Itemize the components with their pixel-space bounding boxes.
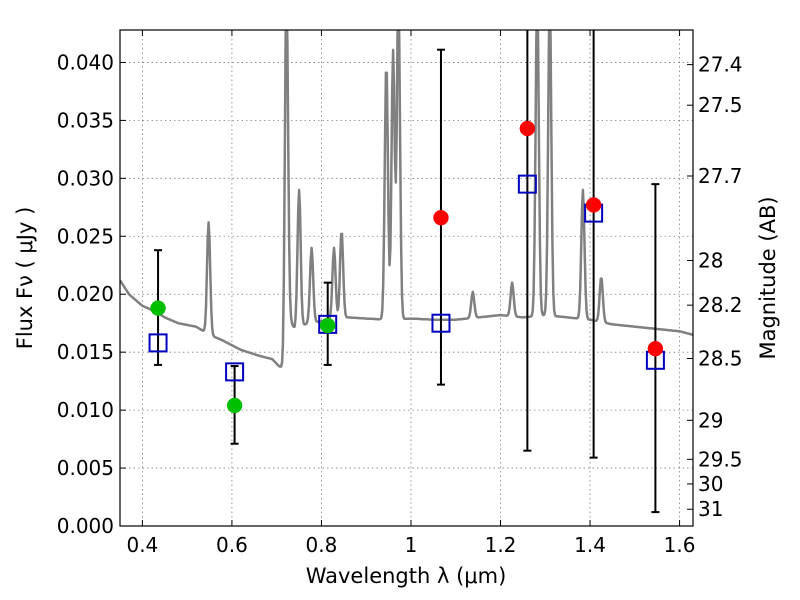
y2-tick-label: 27.4	[698, 53, 743, 77]
y2-tick-label: 28	[698, 249, 723, 273]
model-spectrum-line	[120, 30, 693, 368]
y2-tick-label: 27.7	[698, 164, 743, 188]
x-tick-label: 0.6	[216, 533, 248, 557]
model-flux-square	[517, 174, 537, 194]
x-axis-title: Wavelength λ (μm)	[306, 564, 507, 588]
y-tick-label: 0.040	[57, 50, 114, 74]
y2-tick-label: 31	[698, 497, 723, 521]
spectrum-layer	[120, 30, 693, 368]
red-flux-point	[647, 340, 664, 357]
red-flux-point	[585, 197, 602, 213]
y-tick-label: 0.005	[57, 456, 114, 480]
x-tick-label: 1	[405, 533, 418, 557]
y2-tick-label: 29	[698, 408, 723, 432]
red-flux-point	[519, 120, 536, 137]
detection-point	[150, 300, 166, 316]
y2-tick-label: 30	[698, 472, 723, 496]
marker-layer	[148, 120, 665, 414]
y-tick-label: 0.020	[57, 282, 114, 306]
y2-tick-label: 28.2	[698, 293, 743, 317]
tick-marks	[120, 30, 693, 527]
y2-axis-title: Magnitude (AB)	[756, 196, 780, 359]
y2-tick-label: 28.5	[698, 346, 743, 370]
y-tick-label: 0.035	[57, 108, 114, 132]
plot-frame	[119, 29, 694, 527]
x-tick-label: 1.6	[664, 533, 696, 557]
x-tick-label: 0.8	[306, 533, 338, 557]
y-tick-label: 0.030	[57, 166, 114, 190]
y-tick-label: 0.000	[57, 514, 114, 538]
y-tick-label: 0.010	[57, 398, 114, 422]
detection-point	[319, 317, 336, 334]
x-tick-label: 0.4	[126, 533, 158, 557]
red-flux-point	[433, 209, 449, 226]
detection-point	[226, 397, 243, 414]
x-tick-labels: 0.4 0.6 0.8 1 1.2 1.4 1.6	[126, 533, 695, 557]
y-axis-title: Flux Fν ( μJy )	[13, 207, 37, 350]
x-tick-label: 1.2	[485, 533, 517, 557]
x-tick-label: 1.4	[574, 533, 606, 557]
y-tick-label: 0.015	[57, 340, 114, 364]
y2-tick-label: 27.5	[698, 93, 743, 117]
y2-tick-label: 29.5	[698, 447, 743, 471]
model-flux-square	[225, 362, 245, 382]
y-tick-label: 0.025	[57, 224, 114, 248]
model-flux-square	[148, 333, 168, 353]
y-tick-labels: 0.000 0.005 0.010 0.015 0.020 0.025 0.030 0.035…	[57, 50, 114, 538]
plot-background	[120, 30, 693, 526]
model-flux-square	[431, 313, 451, 333]
